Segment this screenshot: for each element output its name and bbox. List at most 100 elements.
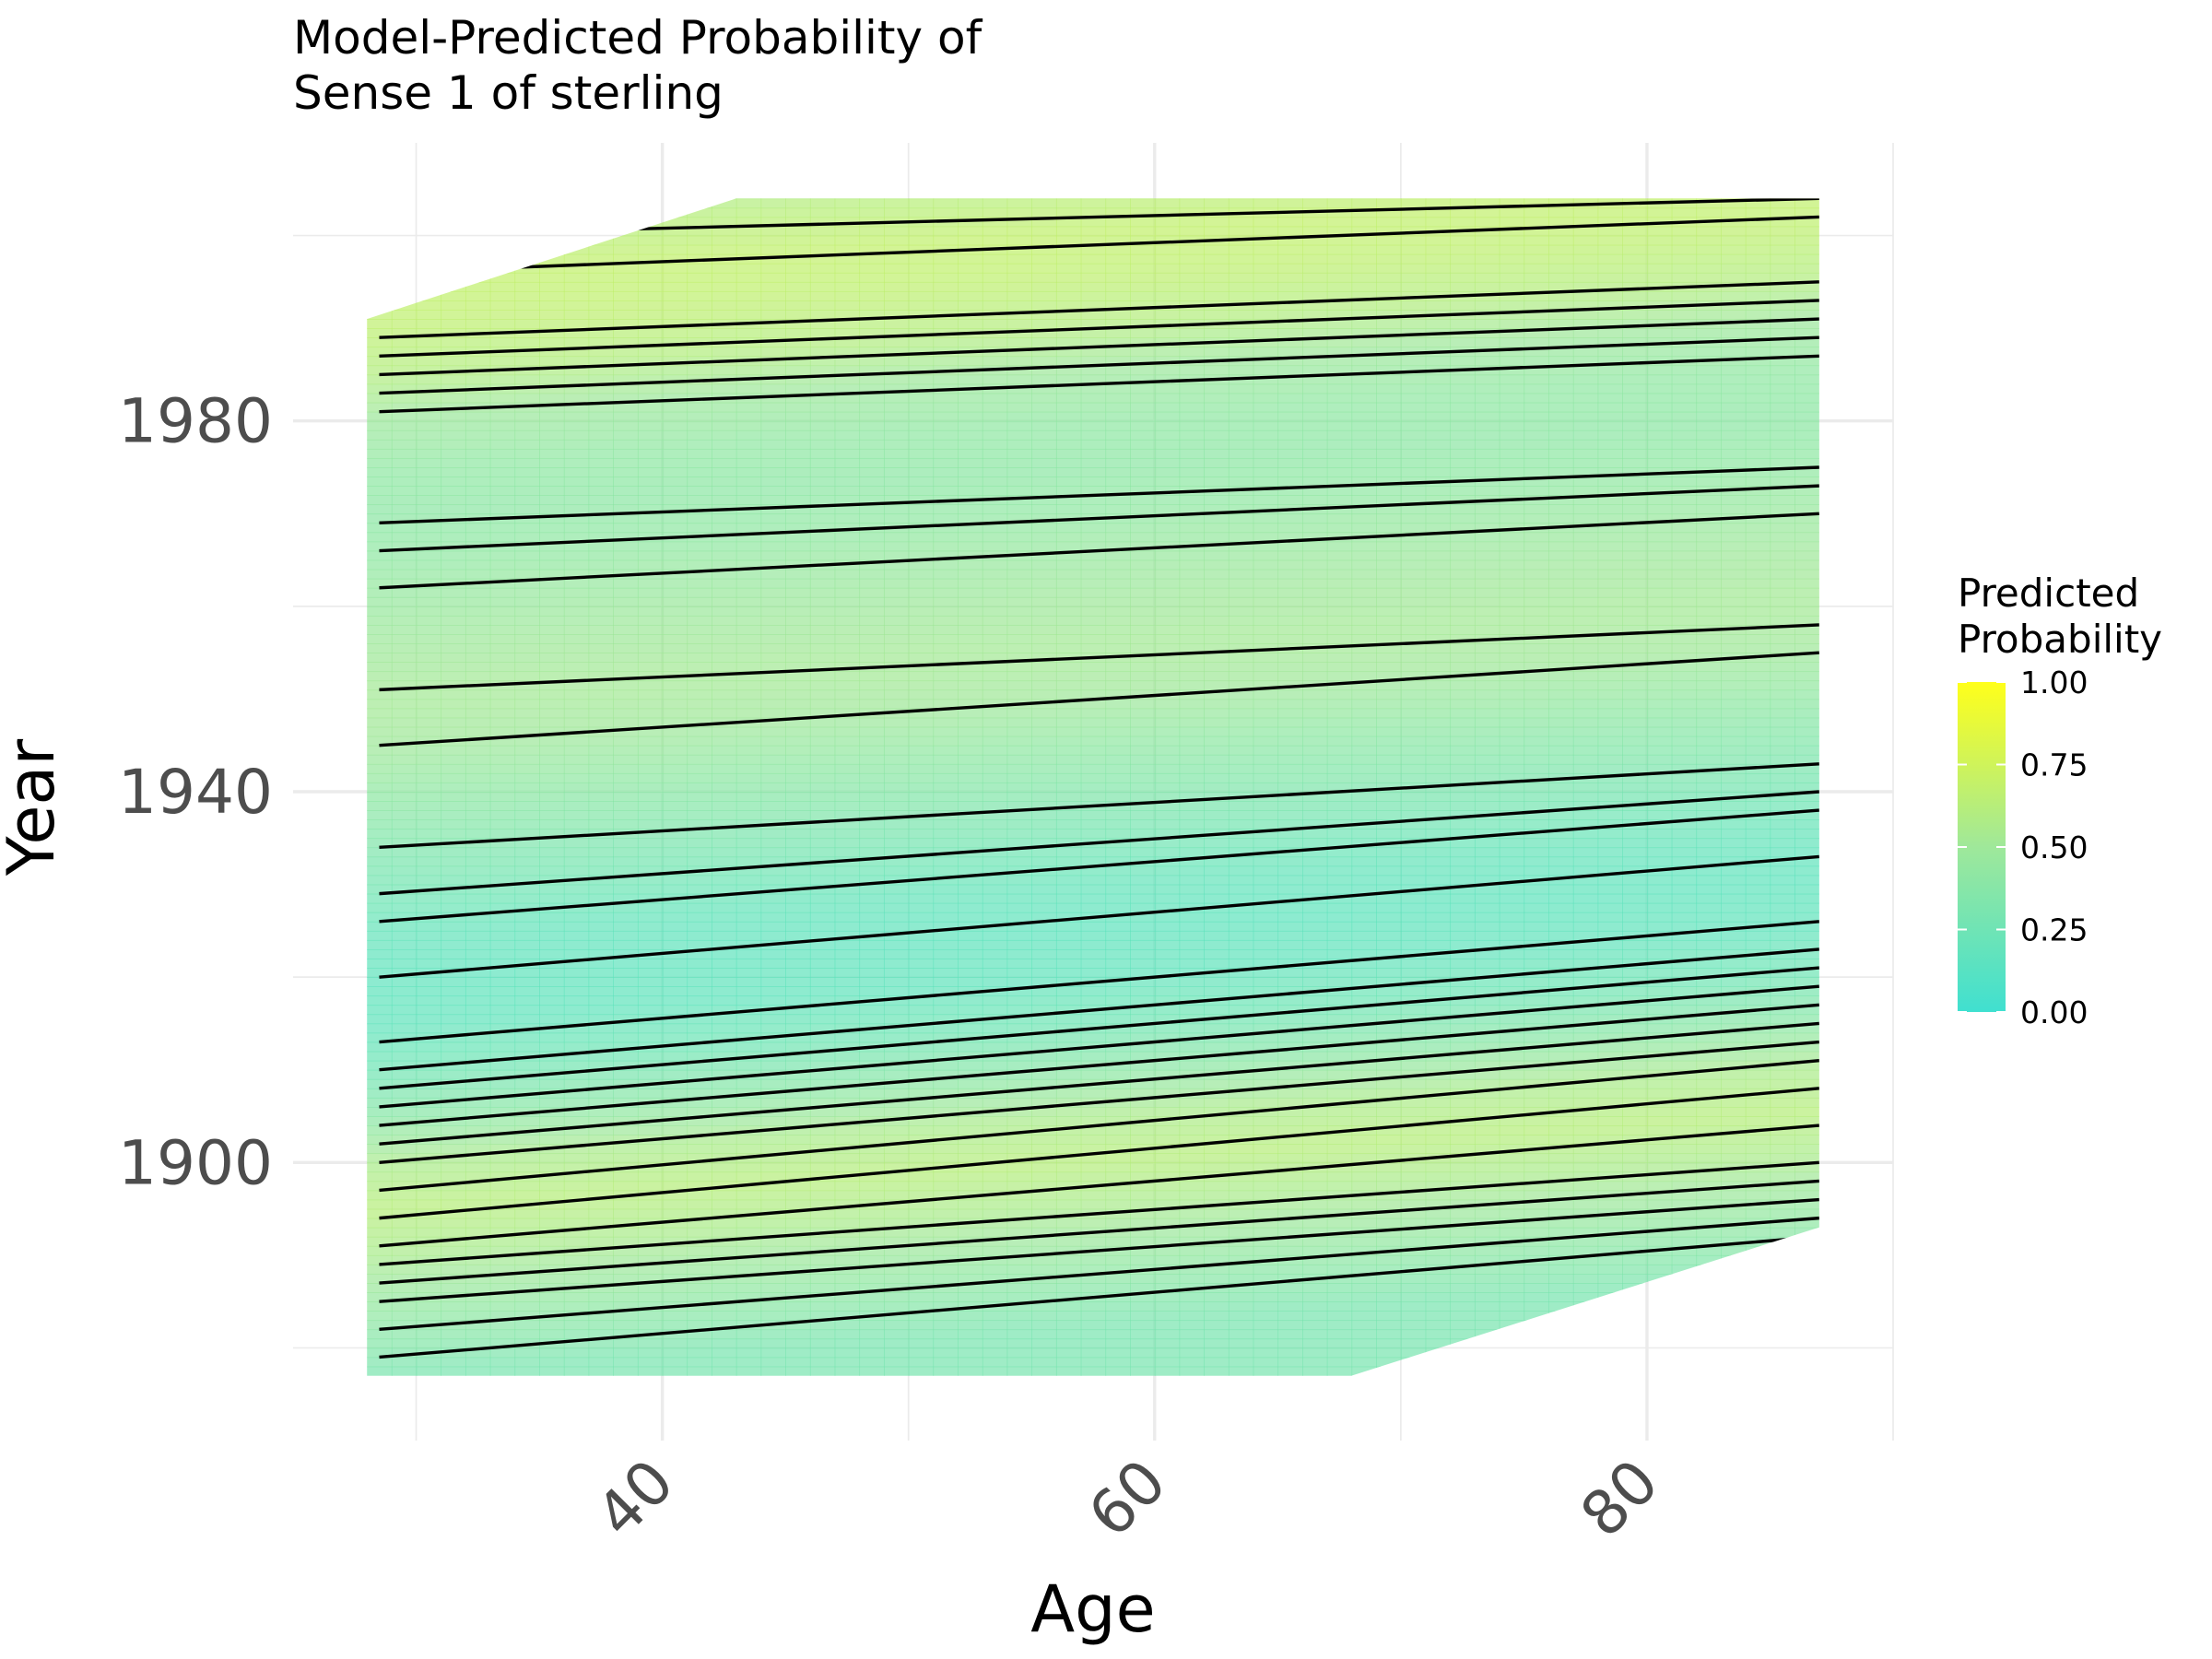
probability-tile	[588, 587, 614, 598]
probability-tile	[613, 235, 639, 246]
probability-tile	[809, 569, 836, 580]
probability-tile	[662, 207, 688, 218]
probability-tile	[1130, 1347, 1156, 1359]
probability-tile	[1204, 1311, 1230, 1322]
probability-tile	[909, 152, 935, 162]
probability-tile	[391, 782, 418, 793]
probability-tile	[367, 606, 393, 617]
probability-tile	[1228, 948, 1254, 959]
probability-tile	[982, 939, 1008, 950]
probability-tile	[687, 235, 712, 246]
probability-tile	[1179, 1385, 1205, 1395]
probability-tile	[712, 1320, 737, 1331]
probability-tile	[637, 300, 664, 311]
probability-tile	[859, 272, 885, 283]
probability-tile	[712, 198, 737, 209]
probability-tile	[367, 411, 393, 422]
probability-tile	[588, 1125, 614, 1135]
probability-tile	[1055, 902, 1082, 913]
probability-tile	[883, 569, 910, 580]
probability-tile	[1031, 356, 1057, 367]
probability-tile	[687, 1060, 712, 1071]
probability-tile	[982, 847, 1008, 858]
probability-tile	[908, 1069, 935, 1080]
probability-tile	[835, 161, 861, 171]
probability-tile	[1031, 290, 1057, 301]
probability-tile	[637, 1254, 664, 1265]
probability-tile	[367, 708, 393, 719]
probability-tile	[958, 948, 983, 959]
probability-tile	[1154, 829, 1181, 840]
probability-tile	[1204, 263, 1230, 274]
probability-tile	[760, 541, 786, 552]
probability-tile	[514, 198, 540, 200]
probability-tile	[785, 207, 811, 218]
probability-tile	[465, 1273, 491, 1284]
probability-tile	[908, 198, 935, 200]
probability-tile	[1130, 1106, 1156, 1117]
probability-tile	[1179, 263, 1205, 274]
probability-tile	[933, 921, 959, 932]
probability-tile	[735, 699, 762, 710]
probability-tile	[1155, 1376, 1181, 1386]
probability-tile	[441, 523, 466, 534]
probability-tile	[1055, 977, 1082, 987]
probability-tile	[441, 1106, 466, 1117]
probability-tile	[441, 393, 466, 404]
probability-tile	[1130, 1320, 1156, 1331]
probability-tile	[1179, 912, 1205, 923]
probability-tile	[563, 550, 590, 561]
probability-tile	[1179, 801, 1205, 811]
probability-tile	[441, 1088, 466, 1099]
probability-tile	[1055, 559, 1082, 571]
probability-tile	[1130, 290, 1156, 301]
probability-tile	[785, 847, 811, 858]
probability-tile	[982, 1199, 1008, 1210]
probability-tile	[663, 1385, 688, 1395]
probability-tile	[465, 1394, 491, 1405]
probability-tile	[1055, 198, 1082, 200]
probability-tile	[1055, 198, 1082, 209]
probability-tile	[539, 328, 565, 338]
probability-tile	[1130, 680, 1156, 691]
probability-tile	[1055, 1069, 1082, 1080]
probability-tile	[391, 1153, 418, 1164]
probability-tile	[1154, 912, 1181, 923]
probability-tile	[1204, 569, 1230, 580]
probability-tile	[859, 596, 885, 607]
probability-tile	[785, 532, 811, 543]
probability-tile	[465, 1208, 491, 1219]
probability-tile	[809, 1254, 836, 1265]
probability-tile	[908, 383, 935, 394]
probability-tile	[465, 171, 491, 181]
probability-tile	[982, 792, 1008, 802]
probability-tile	[1228, 819, 1254, 830]
probability-tile	[1130, 523, 1156, 534]
probability-tile	[1006, 689, 1033, 700]
probability-tile	[883, 337, 910, 348]
probability-tile	[834, 486, 861, 496]
probability-tile	[883, 606, 910, 617]
probability-tile	[1006, 680, 1033, 691]
probability-tile	[441, 1311, 466, 1322]
probability-tile	[416, 272, 442, 283]
probability-tile	[588, 1329, 614, 1340]
probability-tile	[367, 402, 393, 413]
probability-tile	[662, 745, 688, 756]
probability-tile	[662, 569, 688, 580]
probability-tile	[367, 726, 393, 737]
probability-tile	[1055, 596, 1082, 607]
probability-tile	[1006, 735, 1033, 747]
probability-tile	[834, 235, 861, 246]
probability-tile	[933, 653, 959, 663]
probability-tile	[588, 393, 614, 404]
probability-tile	[1031, 1181, 1057, 1192]
probability-tile	[514, 708, 540, 719]
probability-tile	[489, 1301, 516, 1312]
probability-tile	[465, 875, 491, 886]
probability-tile	[588, 1106, 614, 1117]
probability-tile	[391, 930, 418, 941]
probability-tile	[539, 606, 565, 617]
probability-tile	[908, 893, 935, 904]
probability-tile	[1204, 708, 1230, 719]
